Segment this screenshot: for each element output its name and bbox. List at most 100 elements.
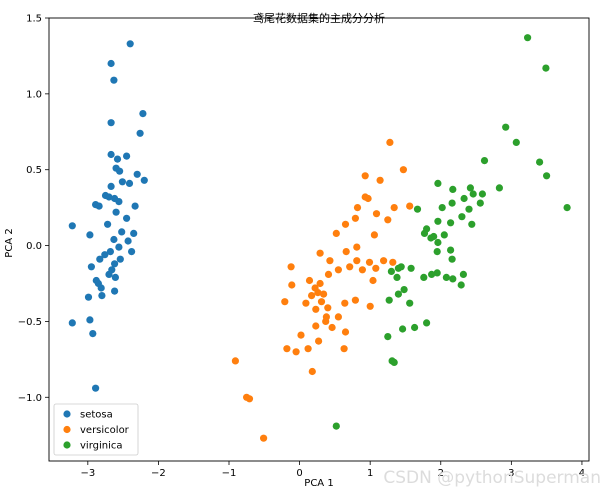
data-point xyxy=(480,157,489,165)
data-point xyxy=(364,194,372,203)
data-point xyxy=(124,237,132,245)
data-point xyxy=(353,204,362,212)
data-point xyxy=(465,205,473,213)
legend-marker xyxy=(63,425,71,434)
data-point xyxy=(95,202,103,210)
data-point xyxy=(346,263,354,271)
data-point xyxy=(87,263,95,271)
x-tick-label: −2 xyxy=(151,468,166,479)
data-point xyxy=(320,290,328,298)
data-point xyxy=(385,296,393,304)
data-point xyxy=(469,190,477,198)
data-point xyxy=(260,434,268,442)
data-point xyxy=(365,258,374,266)
data-point xyxy=(324,270,333,278)
data-point xyxy=(126,40,134,48)
data-point xyxy=(502,123,510,131)
data-point xyxy=(542,64,550,72)
data-point xyxy=(123,152,131,160)
data-point xyxy=(438,204,446,212)
data-point xyxy=(449,275,457,283)
data-point xyxy=(115,198,123,206)
data-point xyxy=(413,205,422,213)
data-point xyxy=(133,170,141,178)
data-point xyxy=(400,286,408,294)
data-point xyxy=(311,284,319,292)
data-point xyxy=(92,384,100,392)
data-point xyxy=(110,235,118,244)
legend-marker xyxy=(63,441,71,449)
data-point xyxy=(442,273,450,281)
data-point xyxy=(308,367,316,376)
data-point xyxy=(107,59,115,68)
data-point xyxy=(116,255,124,263)
data-point xyxy=(458,213,466,221)
data-point xyxy=(317,298,326,306)
data-point xyxy=(448,255,456,263)
data-point xyxy=(448,199,456,207)
chart-title: 鸢尾花数据集的主成分分析 xyxy=(253,11,385,25)
data-point xyxy=(447,246,455,254)
data-point xyxy=(512,138,520,146)
data-point xyxy=(98,292,106,300)
data-point xyxy=(406,299,414,307)
data-point xyxy=(341,299,349,307)
data-point xyxy=(324,304,332,312)
x-tick-label: −1 xyxy=(222,468,237,479)
data-point xyxy=(390,204,398,212)
legend-label: virginica xyxy=(80,441,123,452)
data-point xyxy=(399,325,407,333)
data-point xyxy=(332,422,340,430)
data-point xyxy=(89,330,97,338)
data-point xyxy=(389,258,397,266)
data-point xyxy=(96,255,104,263)
y-tick-label: −0.5 xyxy=(18,317,42,328)
x-tick-label: 0 xyxy=(296,468,302,479)
data-point xyxy=(361,172,369,180)
data-point xyxy=(433,248,441,256)
watermark: CSDN @pythonSuperman xyxy=(383,468,601,488)
data-point xyxy=(107,119,115,127)
data-point xyxy=(353,243,361,251)
data-point xyxy=(315,337,323,345)
series-virginica xyxy=(332,34,571,430)
data-point xyxy=(111,260,119,268)
data-point xyxy=(468,220,476,228)
data-point xyxy=(390,358,398,366)
data-point xyxy=(449,185,457,193)
data-point xyxy=(394,264,402,272)
series-versicolor xyxy=(231,138,414,442)
data-point xyxy=(433,269,441,277)
data-point xyxy=(434,179,442,187)
data-point xyxy=(334,266,342,274)
data-point xyxy=(407,264,415,272)
data-point xyxy=(322,317,330,325)
data-point xyxy=(366,302,374,310)
data-point xyxy=(476,199,484,207)
data-point xyxy=(376,176,384,184)
y-tick-label: 1.5 xyxy=(26,14,42,25)
data-point xyxy=(351,214,359,222)
data-point xyxy=(139,110,147,118)
data-point xyxy=(113,155,122,163)
data-point xyxy=(341,328,350,336)
legend-label: setosa xyxy=(80,410,113,421)
y-tick-label: 0.5 xyxy=(26,165,42,176)
data-point xyxy=(281,298,289,306)
series-setosa xyxy=(68,40,148,392)
data-point xyxy=(105,193,113,201)
data-point xyxy=(447,219,455,227)
data-point xyxy=(440,231,448,239)
x-tick-label: 4 xyxy=(579,468,585,479)
data-point xyxy=(380,257,388,265)
data-point xyxy=(460,194,468,203)
data-point xyxy=(370,231,378,239)
data-point xyxy=(495,184,503,192)
data-point xyxy=(104,220,112,228)
data-point xyxy=(105,270,113,278)
data-point xyxy=(386,138,394,146)
data-point xyxy=(312,305,320,313)
axes-frame xyxy=(48,17,590,462)
data-point xyxy=(312,322,320,330)
